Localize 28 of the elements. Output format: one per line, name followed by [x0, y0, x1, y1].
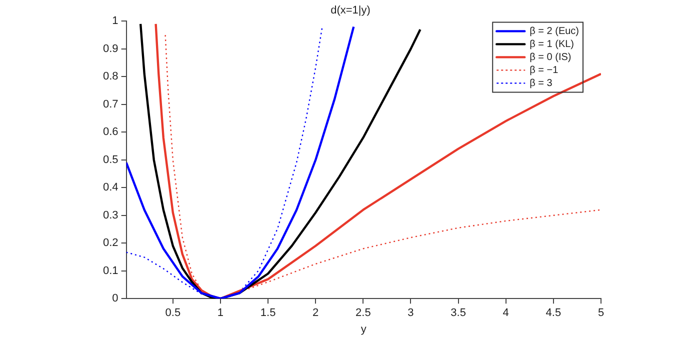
y-tick-label: 0.4: [102, 182, 118, 194]
legend-label: β = 3: [530, 78, 553, 89]
y-tick-label: 0.8: [102, 70, 118, 83]
chart-title: d(x=1|y): [330, 4, 370, 17]
y-tick-label: 0: [112, 292, 118, 305]
y-tick-label: 0.6: [102, 126, 118, 138]
x-tick-label: 5: [598, 307, 604, 320]
y-tick-label: 0.9: [102, 42, 118, 55]
x-tick-label: 3.5: [450, 307, 466, 320]
x-tick-label: 2: [312, 307, 319, 320]
x-tick-label: 2.5: [356, 307, 371, 320]
x-tick-label: 0.5: [165, 307, 181, 320]
x-tick-label: 3: [408, 307, 414, 320]
y-tick-label: 0.7: [102, 98, 118, 110]
legend-label: β = 1 (KL): [530, 38, 574, 50]
y-tick-label: 0.5: [102, 154, 118, 166]
y-tick-label: 1: [112, 15, 118, 28]
x-tick-label: 1.5: [260, 307, 276, 320]
y-tick-label: 0.2: [102, 237, 118, 250]
legend-label: β = 2 (Euc): [530, 26, 580, 37]
x-tick-label: 4.5: [546, 307, 562, 320]
x-tick-label: 4: [502, 307, 509, 320]
x-tick-label: 1: [217, 307, 224, 320]
legend-label: β = −1: [530, 64, 559, 76]
y-tick-label: 0.3: [102, 209, 118, 222]
x-axis-title: y: [360, 323, 367, 336]
y-tick-label: 0.1: [102, 264, 118, 277]
legend-label: β = 0 (IS): [530, 52, 572, 63]
